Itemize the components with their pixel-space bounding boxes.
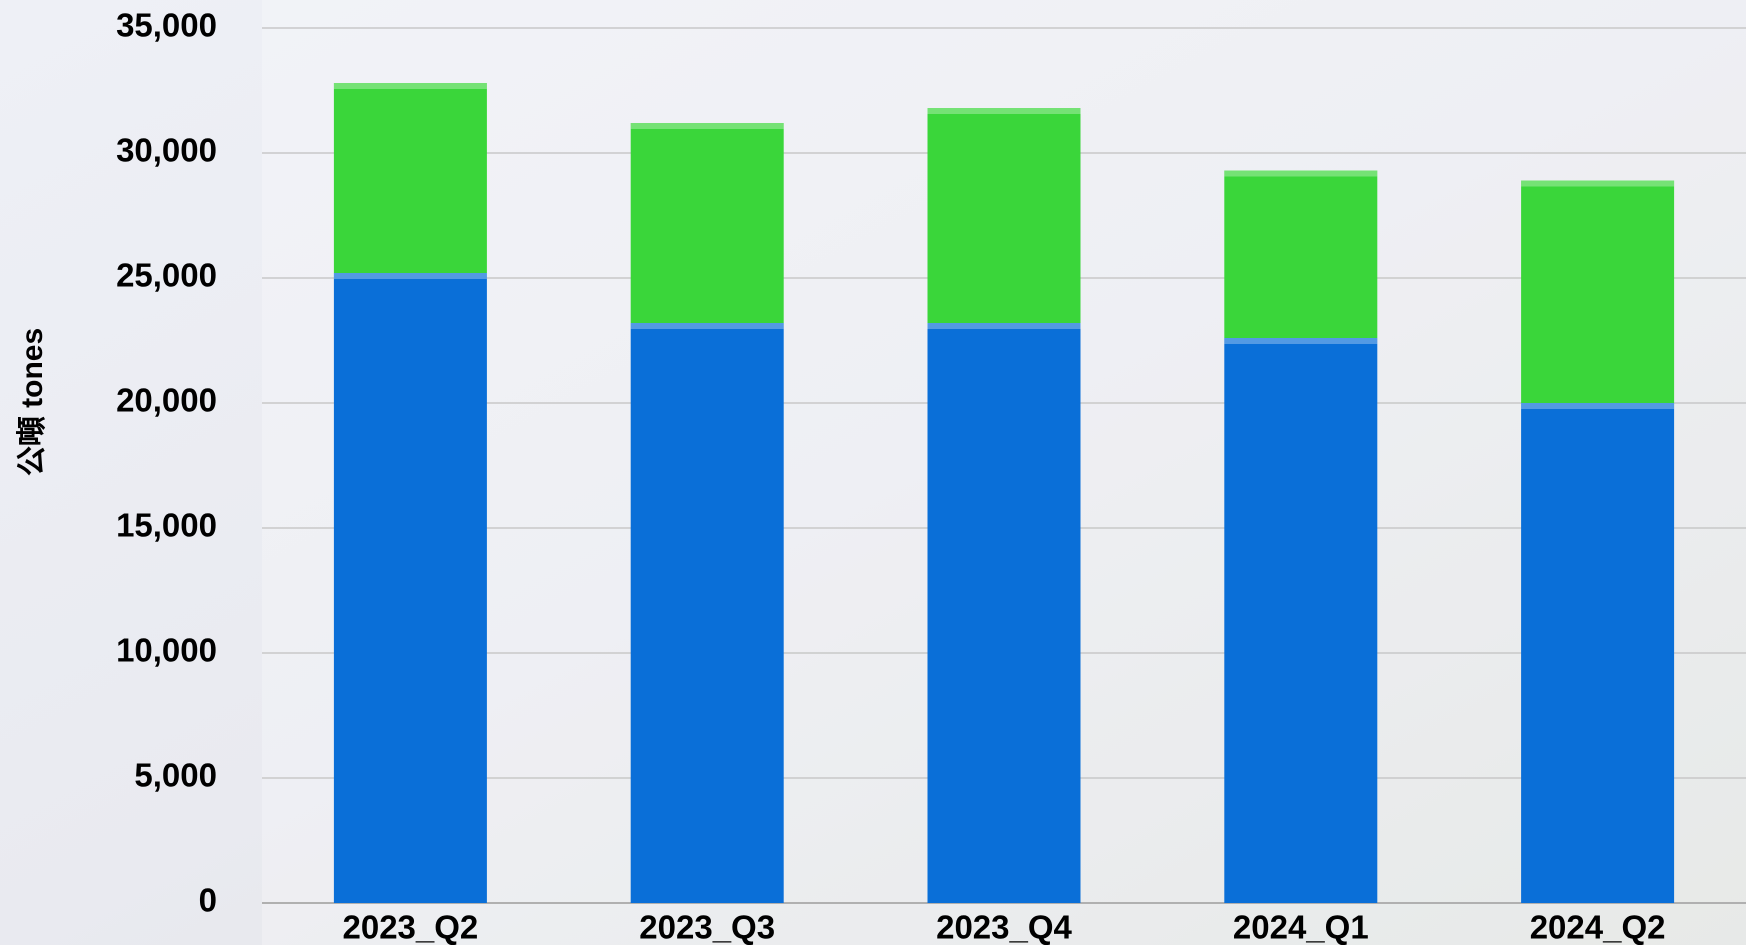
bar-segment <box>1521 180 1675 403</box>
y-tick-label: 15,000 <box>116 507 217 544</box>
x-tick-label: 2024_Q1 <box>1233 909 1369 945</box>
y-tick-label: 25,000 <box>116 257 217 294</box>
y-tick-label: 10,000 <box>116 632 217 669</box>
bar-segment <box>333 273 487 903</box>
y-axis-label: 公噸 tones <box>16 328 49 476</box>
bar-bevel <box>333 273 487 279</box>
bar-bevel <box>1521 180 1675 187</box>
y-tick-label: 5,000 <box>134 757 217 794</box>
x-tick-label: 2023_Q3 <box>639 909 775 945</box>
bar-bevel <box>1521 403 1675 409</box>
y-tick-label: 0 <box>199 882 217 919</box>
bar-segment <box>333 83 487 273</box>
bar-segment <box>1224 170 1378 338</box>
y-tick-label: 20,000 <box>116 382 217 419</box>
bar-segment <box>1521 403 1675 903</box>
bar-bevel <box>333 83 487 89</box>
bar-bevel <box>927 323 1081 329</box>
y-tick-label: 35,000 <box>116 7 217 44</box>
x-tick-label: 2024_Q2 <box>1530 909 1666 945</box>
x-tick-label: 2023_Q4 <box>936 909 1072 945</box>
x-tick-label: 2023_Q2 <box>343 909 479 945</box>
bar-bevel <box>927 108 1081 114</box>
bar-segment <box>630 323 784 903</box>
bar-bevel <box>1224 338 1378 344</box>
bar-segment <box>927 108 1081 323</box>
bar-bevel <box>630 123 784 129</box>
bar-segment <box>927 323 1081 903</box>
bar-bevel <box>1224 170 1378 177</box>
bar-bevel <box>630 323 784 329</box>
y-tick-label: 30,000 <box>116 132 217 169</box>
bar-segment <box>1224 338 1378 903</box>
bar-segment <box>630 123 784 323</box>
